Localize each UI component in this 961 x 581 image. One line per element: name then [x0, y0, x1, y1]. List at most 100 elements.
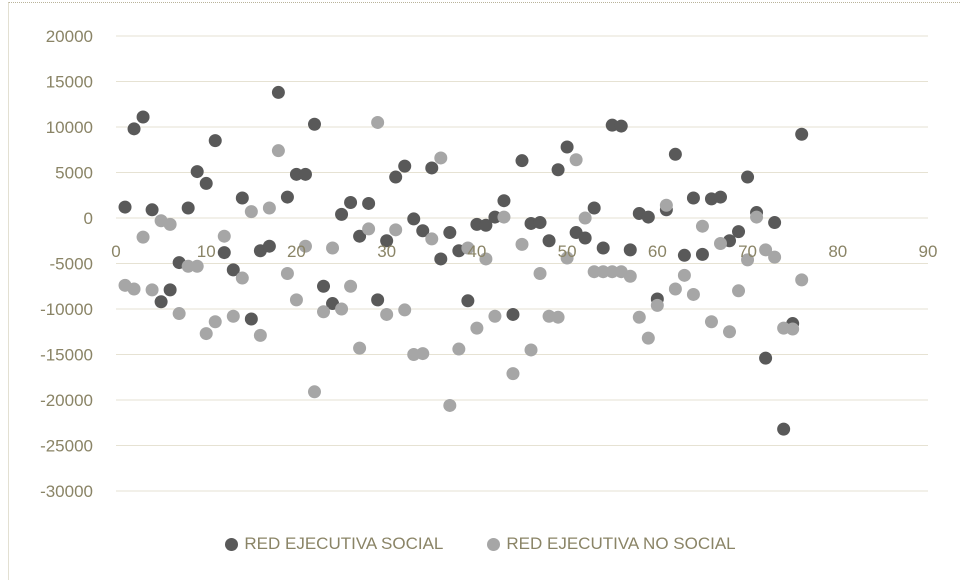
point-red-ejecutiva-social	[389, 170, 403, 184]
point-red-ejecutiva-social	[713, 190, 727, 204]
point-red-ejecutiva-social	[244, 312, 258, 326]
point-red-ejecutiva-no-social	[515, 237, 529, 251]
x-tick-label: 0	[111, 242, 120, 261]
point-red-ejecutiva-no-social	[136, 230, 150, 244]
point-red-ejecutiva-no-social	[317, 305, 331, 319]
point-red-ejecutiva-social	[677, 248, 691, 262]
point-red-ejecutiva-social	[398, 159, 412, 173]
legend-marker-no-social	[487, 537, 501, 551]
point-red-ejecutiva-no-social	[452, 342, 466, 356]
point-red-ejecutiva-social	[686, 191, 700, 205]
point-red-ejecutiva-social	[479, 218, 493, 232]
x-tick-label: 60	[648, 242, 667, 261]
point-red-ejecutiva-social	[217, 246, 231, 260]
point-red-ejecutiva-social	[560, 140, 574, 154]
point-red-ejecutiva-social	[289, 167, 303, 181]
point-red-ejecutiva-no-social	[190, 259, 204, 273]
point-red-ejecutiva-no-social	[461, 241, 475, 255]
point-red-ejecutiva-no-social	[551, 310, 565, 324]
y-tick-label: -25000	[40, 437, 93, 456]
point-red-ejecutiva-social	[596, 241, 610, 255]
point-red-ejecutiva-no-social	[398, 303, 412, 317]
point-red-ejecutiva-no-social	[686, 287, 700, 301]
point-red-ejecutiva-no-social	[470, 321, 484, 335]
point-red-ejecutiva-no-social	[704, 315, 718, 329]
point-red-ejecutiva-social	[587, 201, 601, 215]
x-tick-label: 40	[467, 242, 486, 261]
point-red-ejecutiva-social	[298, 167, 312, 181]
point-red-ejecutiva-no-social	[326, 241, 340, 255]
point-red-ejecutiva-no-social	[344, 279, 358, 293]
y-tick-label: -10000	[40, 300, 93, 319]
legend-label-social: RED EJECUTIVA SOCIAL	[244, 534, 444, 553]
point-red-ejecutiva-no-social	[695, 219, 709, 233]
point-red-ejecutiva-social	[795, 127, 809, 141]
point-red-ejecutiva-no-social	[163, 217, 177, 231]
point-red-ejecutiva-social	[208, 134, 222, 148]
point-red-ejecutiva-no-social	[768, 250, 782, 264]
point-red-ejecutiva-social	[506, 307, 520, 321]
legend-label-no-social: RED EJECUTIVA NO SOCIAL	[506, 534, 736, 553]
point-red-ejecutiva-social	[461, 294, 475, 308]
point-red-ejecutiva-social	[623, 243, 637, 257]
point-red-ejecutiva-no-social	[371, 115, 385, 129]
point-red-ejecutiva-social	[768, 216, 782, 230]
point-red-ejecutiva-no-social	[389, 223, 403, 237]
data-points	[118, 85, 809, 436]
x-tick-label: 50	[558, 242, 577, 261]
point-red-ejecutiva-social	[641, 210, 655, 224]
point-red-ejecutiva-no-social	[425, 232, 439, 246]
point-red-ejecutiva-no-social	[569, 153, 583, 167]
point-red-ejecutiva-no-social	[298, 239, 312, 253]
point-red-ejecutiva-no-social	[217, 229, 231, 243]
point-red-ejecutiva-no-social	[533, 267, 547, 281]
point-red-ejecutiva-social	[344, 196, 358, 210]
point-red-ejecutiva-social	[695, 247, 709, 261]
point-red-ejecutiva-no-social	[335, 302, 349, 316]
point-red-ejecutiva-social	[416, 224, 430, 238]
point-red-ejecutiva-social	[181, 201, 195, 215]
x-tick-label: 80	[828, 242, 847, 261]
point-red-ejecutiva-social	[371, 293, 385, 307]
point-red-ejecutiva-social	[759, 351, 773, 365]
point-red-ejecutiva-social	[777, 422, 791, 436]
y-tick-label: -30000	[40, 482, 93, 501]
point-red-ejecutiva-no-social	[759, 243, 773, 257]
x-tick-label: 20	[287, 242, 306, 261]
point-red-ejecutiva-social	[262, 239, 276, 253]
point-red-ejecutiva-no-social	[741, 253, 755, 267]
point-red-ejecutiva-no-social	[262, 201, 276, 215]
point-red-ejecutiva-no-social	[659, 198, 673, 212]
scatter-chart: 20000 15000 10000 5000 0 -5000 -10000 -15000 -20…	[40, 27, 937, 501]
point-red-ejecutiva-no-social	[145, 283, 159, 297]
y-tick-label: -5000	[50, 255, 93, 274]
point-red-ejecutiva-no-social	[181, 259, 195, 273]
point-red-ejecutiva-no-social	[560, 251, 574, 265]
point-red-ejecutiva-no-social	[199, 327, 213, 341]
legend-marker-social	[225, 537, 239, 551]
point-red-ejecutiva-no-social	[578, 211, 592, 225]
point-red-ejecutiva-no-social	[353, 341, 367, 355]
point-red-ejecutiva-no-social	[641, 331, 655, 345]
point-red-ejecutiva-no-social	[632, 310, 646, 324]
point-red-ejecutiva-no-social	[244, 205, 258, 219]
point-red-ejecutiva-no-social	[443, 398, 457, 412]
point-red-ejecutiva-social	[614, 119, 628, 133]
point-red-ejecutiva-social	[199, 176, 213, 190]
point-red-ejecutiva-social	[434, 252, 448, 266]
point-red-ejecutiva-social	[280, 190, 294, 204]
point-red-ejecutiva-social	[335, 207, 349, 221]
point-red-ejecutiva-no-social	[488, 309, 502, 323]
point-red-ejecutiva-social	[533, 216, 547, 230]
y-tick-label: 0	[84, 209, 93, 228]
y-tick-label: 5000	[55, 164, 93, 183]
point-red-ejecutiva-social	[317, 279, 331, 293]
point-red-ejecutiva-no-social	[280, 267, 294, 281]
x-axis-ticks: 0 10 20 30 40 50 60 70 80 90	[111, 242, 937, 261]
point-red-ejecutiva-no-social	[362, 222, 376, 236]
point-red-ejecutiva-social	[127, 122, 141, 136]
y-tick-label: 10000	[46, 118, 93, 137]
point-red-ejecutiva-no-social	[623, 269, 637, 283]
point-red-ejecutiva-social	[407, 212, 421, 226]
point-red-ejecutiva-no-social	[479, 252, 493, 266]
